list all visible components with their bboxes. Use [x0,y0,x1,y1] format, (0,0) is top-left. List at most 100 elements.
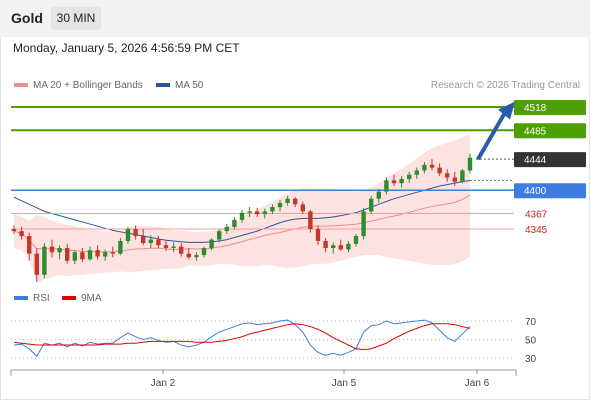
candle-down [156,239,161,246]
rsi-ma-line [13,323,471,351]
legend-ma20: MA 20 + Bollinger Bands [14,80,143,91]
candle-up [247,211,252,213]
candle-down [179,246,184,254]
candle-up [399,178,404,184]
candle-down [391,180,397,184]
rsi-tick-label: 50 [525,336,537,347]
candle-up [118,240,123,254]
candle-up [42,246,47,275]
current-price-label: 4444 [524,155,547,166]
candle-up [209,239,214,249]
candle-down [133,229,138,237]
pivot-level-label: 4400 [524,186,547,197]
candle-up [194,255,199,258]
candle-up [369,198,374,212]
candle-down [19,231,24,237]
candle-down [429,164,435,168]
candle-down [437,167,442,174]
candle-up [346,243,351,250]
candle-up [467,157,473,171]
candle-down [34,253,39,275]
rsi-tick-label: 30 [525,354,537,365]
support-level-label: 4345 [525,225,548,236]
candle-down [445,173,450,178]
x-axis-label: Jan 6 [465,378,490,389]
projection-arrow-head [498,101,515,120]
candle-up [171,246,176,249]
candle-up [125,229,131,241]
candle-down [300,204,305,212]
candle-up [422,164,427,171]
instrument-title: Gold [11,10,43,26]
rsi-ma-swatch [62,296,76,301]
candle-up [232,219,237,227]
candle-down [293,198,298,205]
candle-down [308,211,313,229]
rsi-tick-label: 70 [525,317,537,328]
target-level-label: 4518 [524,103,547,114]
candle-up [407,174,412,179]
target-level-label: 4485 [524,126,547,137]
candle-up [57,248,62,253]
candle-down [11,229,17,232]
candle-down [186,253,191,258]
candle-up [72,252,77,261]
candle-down [27,236,32,254]
candle-up [414,170,419,175]
ma50-swatch [156,83,170,88]
candle-down [323,240,328,249]
candle-down [141,236,146,244]
candle-up [460,170,465,182]
projection-arrow-shaft [476,111,507,161]
rsi-line [13,319,471,357]
chart-datetime: Monday, January 5, 2026 4:56:59 PM CET [13,41,240,55]
legend-rsi-ma: 9MA [62,293,102,304]
candle-up [262,211,267,215]
candle-down [95,250,100,257]
x-axis-label: Jan 2 [151,378,176,389]
candle-up [285,198,290,203]
ma50-label: MA 50 [175,80,204,91]
candle-up [353,236,359,244]
support-level-label: 4367 [525,209,548,220]
candle-up [277,202,283,208]
candle-up [361,211,366,237]
candle-down [163,245,169,249]
candle-up [103,252,108,257]
source-credit: Research © 2026 Trading Central [430,80,580,91]
pivot-level-tag [514,183,586,199]
x-axis-label: Jan 5 [332,378,357,389]
candle-up [148,239,153,244]
candle-down [452,177,457,182]
rsi-label: RSI [33,293,50,304]
candle-up [201,248,207,256]
ma20-label: MA 20 + Bollinger Bands [33,80,143,91]
candle-down [338,245,343,250]
candle-up [224,226,229,232]
current-price-tag [514,152,586,168]
candle-down [255,211,260,215]
legend-ma50: MA 50 [156,80,203,91]
candle-up [87,250,93,260]
target-level-tag [514,123,586,139]
candle-down [80,252,85,260]
candle-down [315,229,321,241]
ma50-line [13,179,471,243]
ma20-swatch [14,83,28,88]
timeframe-button[interactable]: 30 MIN [51,7,101,30]
rsi-ma-label: 9MA [81,293,102,304]
candle-up [239,212,245,220]
candle-up [217,231,222,240]
widget-header: Gold 30 MIN [0,0,590,37]
candle-up [376,191,381,199]
candle-up [331,245,336,249]
legend-rsi: RSI [14,293,50,304]
rsi-swatch [14,296,28,301]
candle-down [110,252,115,254]
candle-down [65,248,70,261]
candle-up [270,207,275,212]
target-level-tag [514,100,586,115]
candle-up [384,180,389,192]
candle-down [49,246,55,253]
